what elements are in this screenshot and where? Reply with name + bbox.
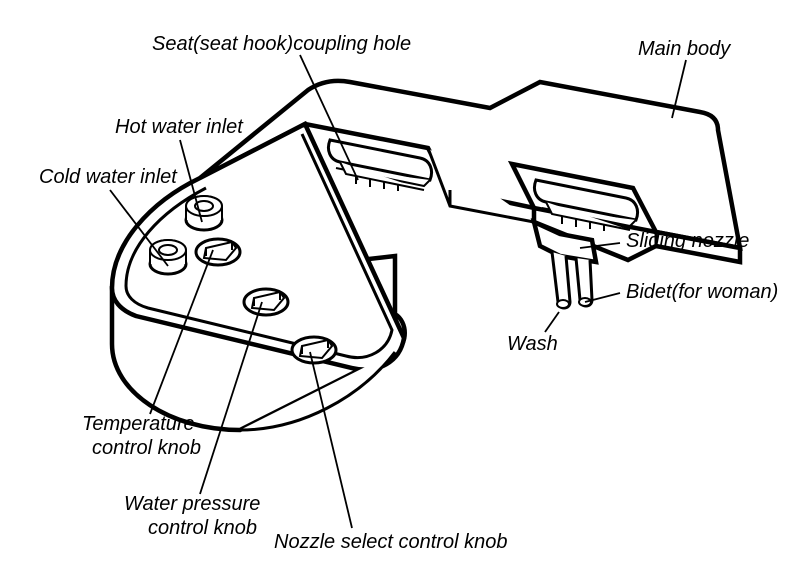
label-seat-hook: Seat(seat hook)coupling hole xyxy=(152,33,411,55)
bidet-diagram: Seat(seat hook)coupling hole Main body H… xyxy=(0,0,800,571)
label-cold-inlet: Cold water inlet xyxy=(39,166,178,188)
label-wash: Wash xyxy=(507,333,558,355)
cold-water-inlet xyxy=(150,240,186,274)
label-main-body: Main body xyxy=(638,38,731,60)
label-nozzle-knob: Nozzle select control knob xyxy=(274,531,507,553)
hot-water-inlet xyxy=(186,196,222,230)
leader-wash xyxy=(545,312,559,332)
label-sliding-nozzle: Sliding nozzle xyxy=(626,230,749,252)
label-hot-inlet: Hot water inlet xyxy=(115,116,244,138)
water-pressure-knob xyxy=(244,289,288,315)
label-pressure-knob-1: Water pressure xyxy=(124,493,260,515)
temperature-knob xyxy=(196,239,240,265)
label-temp-knob-1: Temperature xyxy=(82,413,195,435)
label-temp-knob-2: control knob xyxy=(92,437,201,459)
label-pressure-knob-2: control knob xyxy=(148,517,257,539)
nozzle-select-knob xyxy=(292,337,336,363)
label-bidet: Bidet(for woman) xyxy=(626,281,778,303)
